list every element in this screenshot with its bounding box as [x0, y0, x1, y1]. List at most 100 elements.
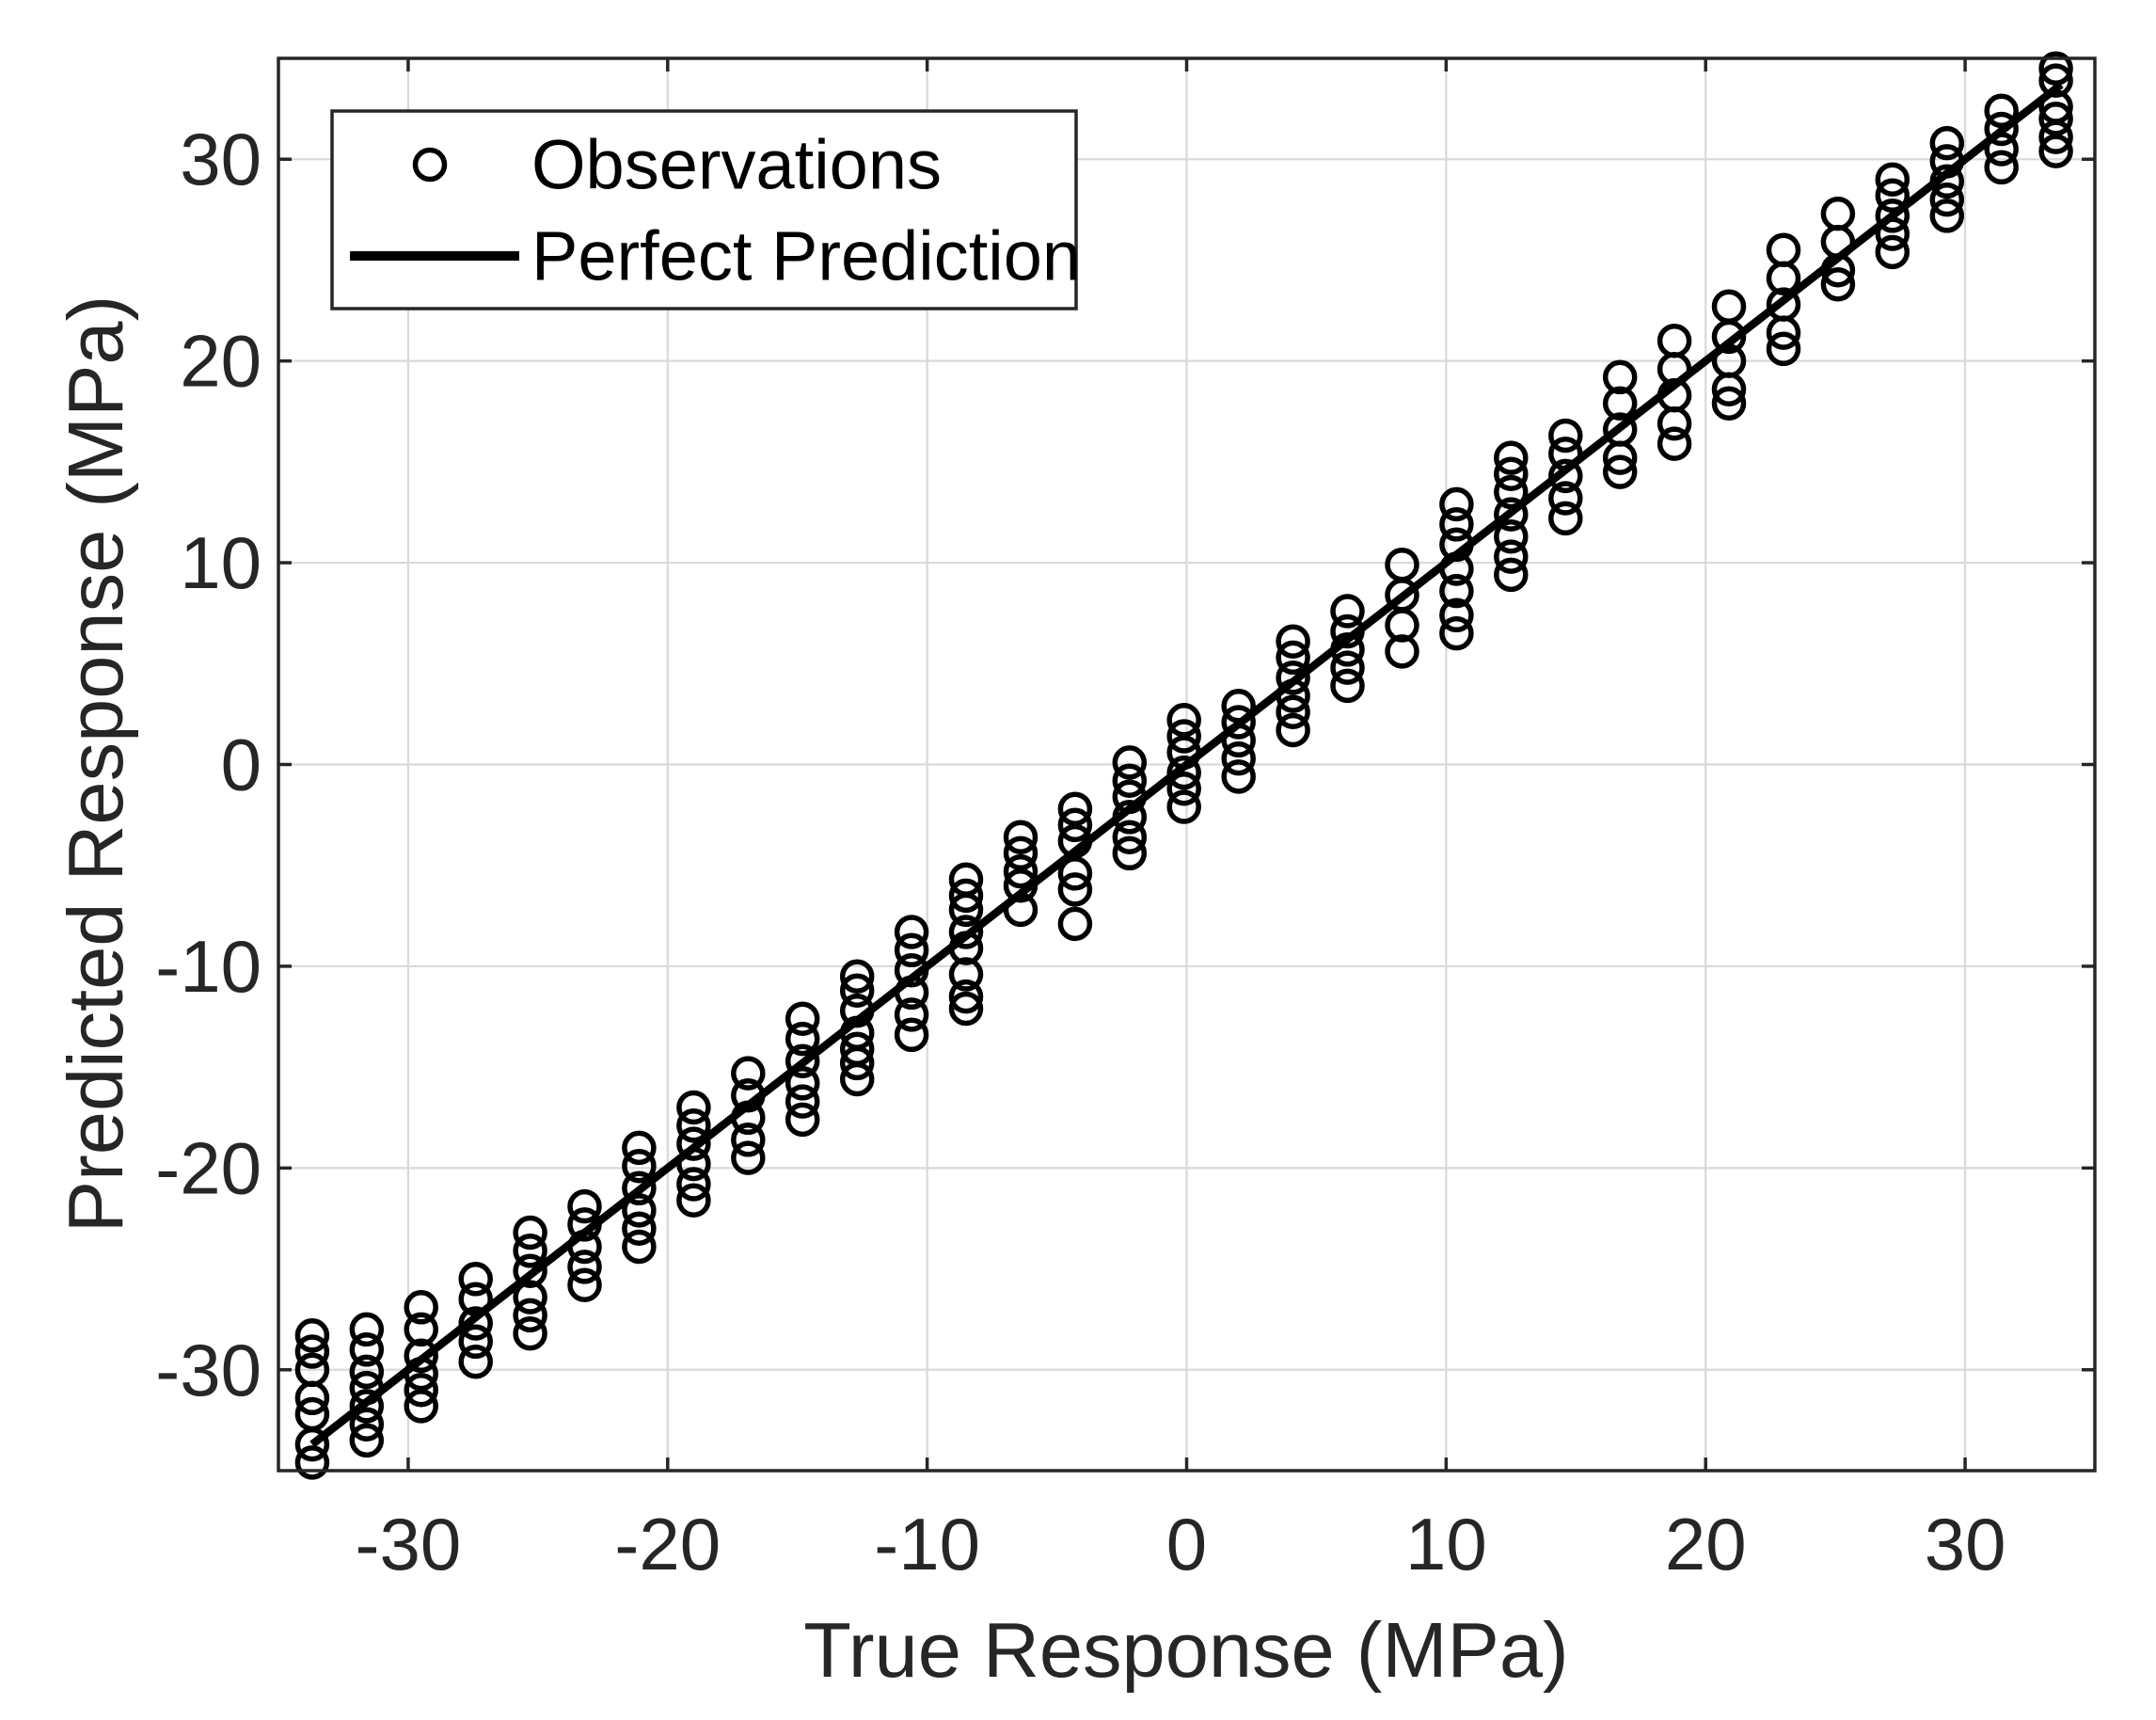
axes-frame: [277, 56, 2097, 1473]
observation-point: [1984, 150, 2019, 185]
legend-observations-marker-icon: [412, 147, 448, 183]
observation-point: [567, 1188, 602, 1224]
observation-point: [731, 1123, 766, 1157]
observation-point: [1057, 856, 1093, 891]
observation-point: [1166, 703, 1201, 738]
observation-point: [1276, 661, 1310, 695]
observation-point: [1929, 182, 1965, 217]
observation-point: [1276, 712, 1310, 748]
observation-point: [404, 1338, 438, 1374]
observation-point: [785, 1084, 820, 1119]
y-tick-label: 20: [180, 320, 262, 403]
y-tick-label: 30: [180, 118, 262, 200]
observation-point: [294, 1352, 330, 1388]
observation-point: [404, 1290, 438, 1325]
observation-point: [1221, 759, 1256, 794]
observation-point: [1657, 426, 1692, 461]
y-axis-label: Predicted Response (MPa): [52, 295, 139, 1233]
observation-point: [1112, 763, 1148, 798]
observation-point: [404, 1372, 438, 1408]
observation-point: [1330, 594, 1365, 629]
observation-point: [2038, 51, 2073, 86]
observation-point: [839, 1031, 875, 1067]
observation-point: [294, 1396, 330, 1432]
observation-point: [1439, 597, 1474, 633]
observation-point: [1875, 234, 1910, 270]
observation-point: [458, 1262, 493, 1297]
observation-point: [458, 1324, 493, 1360]
legend-label-observations: Observations: [531, 126, 942, 204]
observation-point: [1766, 287, 1801, 322]
observation-point: [1494, 474, 1529, 510]
observation-point: [622, 1211, 657, 1246]
observation-point: [1057, 807, 1093, 843]
observation-point: [2038, 102, 2073, 136]
observation-point: [1602, 359, 1638, 395]
observation-point: [1984, 93, 2019, 129]
observation-point: [2038, 63, 2073, 98]
observation-point: [1602, 386, 1638, 421]
x-tick-label: 20: [1665, 1503, 1747, 1585]
y-tick-label: 10: [180, 521, 262, 604]
observation-point: [1548, 481, 1583, 516]
observation-point: [458, 1344, 493, 1379]
observation-point: [1548, 458, 1583, 494]
observation-point: [349, 1354, 385, 1390]
data-layer: [294, 51, 2073, 1480]
observation-point: [1003, 820, 1038, 854]
observation-point: [1657, 323, 1692, 358]
observation-point: [1330, 668, 1365, 704]
observation-point: [948, 979, 984, 1014]
observation-point: [1494, 440, 1529, 475]
observation-point: [513, 1215, 547, 1250]
observation-point: [1057, 791, 1093, 826]
observation-point: [1112, 745, 1148, 780]
observation-point: [349, 1407, 385, 1441]
observation-point: [948, 957, 984, 992]
observation-point: [731, 1056, 766, 1091]
observation-point: [676, 1108, 711, 1143]
x-tick-label: 0: [1166, 1503, 1207, 1585]
observation-point: [1439, 615, 1474, 651]
observation-point: [513, 1234, 547, 1268]
observation-point: [1276, 624, 1310, 659]
observation-point: [731, 1140, 766, 1175]
y-tick-labels: -30 -20 -10 0 10 20 30: [155, 118, 262, 1411]
observation-point: [894, 997, 929, 1032]
observation-point: [1602, 412, 1638, 447]
observation-point: [1166, 789, 1201, 824]
y-tick-label: -10: [155, 925, 262, 1008]
observation-point: [1820, 266, 1856, 302]
observation-point: [785, 1066, 820, 1101]
observation-point: [567, 1250, 602, 1284]
observation-point: [1875, 199, 1910, 233]
observation-point: [1820, 196, 1856, 231]
observation-point: [1112, 820, 1148, 854]
observation-point: [458, 1306, 493, 1341]
observation-point: [1439, 573, 1474, 609]
observation-point: [1494, 518, 1529, 554]
observation-point: [1003, 853, 1038, 889]
observation-point: [1221, 741, 1256, 776]
x-tick-label: -20: [614, 1503, 721, 1585]
x-tick-label: -30: [356, 1503, 462, 1585]
observation-point: [622, 1171, 657, 1206]
observation-point: [2038, 134, 2073, 168]
observation-point: [1276, 694, 1310, 729]
observation-point: [894, 915, 929, 949]
observation-point: [676, 1090, 711, 1125]
observation-point: [622, 1193, 657, 1228]
observation-point: [622, 1229, 657, 1265]
observation-point: [785, 1043, 820, 1078]
y-tick-label: 0: [221, 724, 262, 806]
observation-point: [948, 878, 984, 914]
observation-point: [894, 932, 929, 968]
observation-point: [349, 1389, 385, 1424]
observation-point: [948, 862, 984, 897]
observation-point: [785, 1102, 820, 1138]
x-tick-label: -10: [874, 1503, 980, 1585]
observation-point: [1057, 872, 1093, 907]
observation-point: [513, 1280, 547, 1314]
x-axis-label: True Response (MPa): [803, 1606, 1568, 1694]
observation-point: [404, 1389, 438, 1424]
